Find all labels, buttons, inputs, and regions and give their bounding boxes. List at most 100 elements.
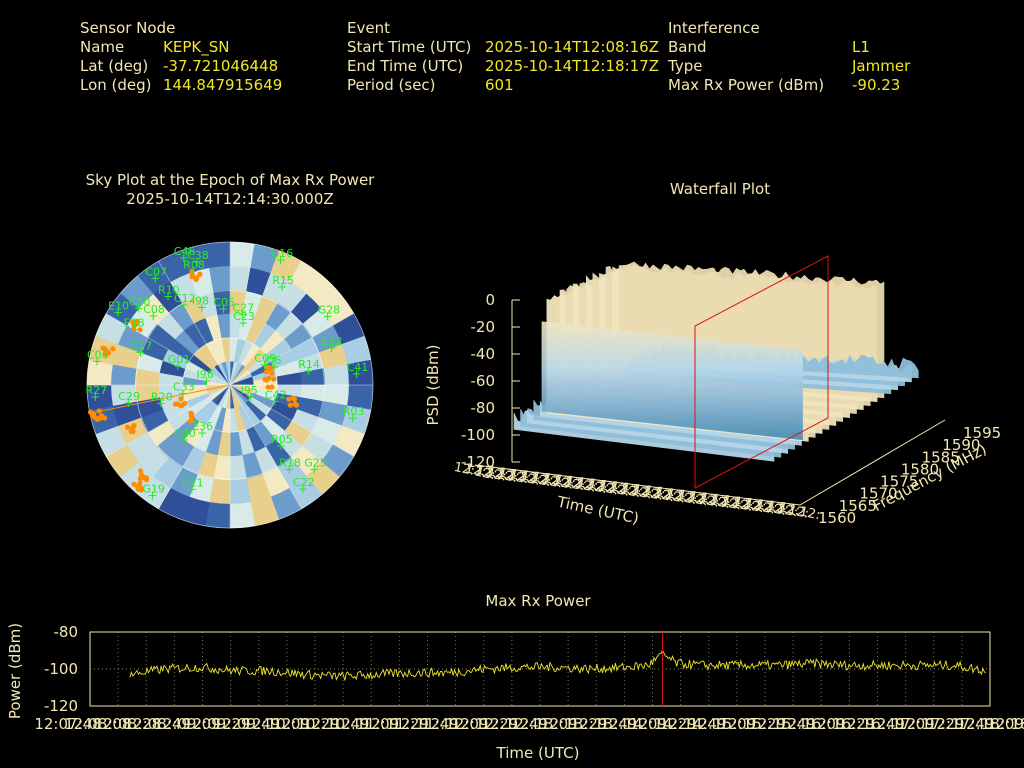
waterfall-z-tick-label: 0 xyxy=(485,291,495,309)
sky-satellite-label: E12 xyxy=(322,335,343,348)
waterfall-freq-tick-label: 1575 xyxy=(880,473,918,491)
sensor-header: Sensor Node xyxy=(80,19,176,37)
sky-satellite-label: C22 xyxy=(293,476,315,489)
rx-x-tick-label: 12:12:29 xyxy=(451,715,518,733)
sky-orange-point xyxy=(92,415,99,421)
rx-x-tick-label: 12:09:09 xyxy=(153,715,220,733)
sky-satellite-label: C27 xyxy=(232,302,254,315)
waterfall-freq-tick-label: 1590 xyxy=(942,436,980,454)
waterfall-z-tick-label: -20 xyxy=(471,318,496,336)
waterfall-z-tick-label: -100 xyxy=(461,426,495,444)
waterfall-z-tick-label: -120 xyxy=(461,453,495,471)
sky-satellite-label: C23 xyxy=(233,310,255,323)
sky-satellite-label: C38 xyxy=(187,249,209,262)
sky-orange-point xyxy=(269,384,275,390)
event-start-value: 2025-10-14T12:08:16Z xyxy=(485,38,659,56)
sky-satellite-marker: + xyxy=(276,253,286,267)
sky-direction-line xyxy=(91,384,231,414)
sky-satellite-marker: + xyxy=(323,310,333,324)
sky-orange-point xyxy=(194,275,200,281)
rx-y-label: Power (dBm) xyxy=(6,623,24,719)
rx-x-tick-label: 12:18:20 xyxy=(986,715,1024,733)
sky-satellite-marker: + xyxy=(187,483,197,497)
rx-x-tick-label: 12:13:49 xyxy=(570,715,637,733)
sky-orange-point xyxy=(269,370,275,376)
sky-satellite-marker: + xyxy=(113,305,123,319)
sky-satellite-marker: + xyxy=(129,322,139,336)
rx-x-tick-label: 12:17:09 xyxy=(867,715,934,733)
event-end-value: 2025-10-14T12:18:17Z xyxy=(485,57,659,75)
sky-orange-point xyxy=(124,424,131,430)
sensor-name-value: KEPK_SN xyxy=(163,38,230,56)
sky-satellite-marker: + xyxy=(90,390,100,404)
sky-satellite-marker: + xyxy=(352,367,362,381)
sky-satellite-label: G19 xyxy=(143,483,166,496)
sky-satellite-marker: + xyxy=(148,489,158,503)
rx-x-tick-label: 12:18:09 xyxy=(957,715,1024,733)
rx-power-plot: -80 -100 -12012:07:4812:08:0812:08:2812:08… xyxy=(6,623,1024,762)
sky-orange-point xyxy=(264,377,270,383)
rx-x-tick-label: 12:16:29 xyxy=(808,715,875,733)
sky-satellite-marker: + xyxy=(270,394,280,408)
sky-orange-point xyxy=(174,401,180,407)
sky-cell xyxy=(229,502,256,529)
rx-x-tick-label: 12:13:09 xyxy=(510,715,577,733)
sky-satellite-marker: + xyxy=(237,308,247,322)
rx-x-tick-label: 12:08:49 xyxy=(124,715,191,733)
sky-satellite-marker: + xyxy=(246,390,256,404)
sky-satellite-label: C17 xyxy=(130,339,152,352)
rx-x-tick-label: 12:08:28 xyxy=(94,715,161,733)
sky-satellite-marker: + xyxy=(259,358,269,372)
rx-x-label: Time (UTC) xyxy=(496,744,580,762)
sensor-name-label: Name xyxy=(80,38,125,56)
event-start-label: Start Time (UTC) xyxy=(347,38,472,56)
rx-x-tick-label: 12:11:09 xyxy=(332,715,399,733)
rx-x-tick-label: 12:16:09 xyxy=(778,715,845,733)
sky-orange-point xyxy=(110,346,116,352)
rx-x-tick-label: 12:09:49 xyxy=(213,715,280,733)
rx-x-tick-label: 12:12:49 xyxy=(481,715,548,733)
sky-orange-point xyxy=(271,376,277,382)
interference-header: Interference xyxy=(668,19,760,37)
sky-orange-point xyxy=(265,384,271,390)
sky-orange-point xyxy=(130,428,136,435)
sky-satellite-label: R18 xyxy=(279,457,301,470)
interference-band-label: Band xyxy=(668,38,707,56)
sky-satellite-marker: + xyxy=(201,374,211,388)
sky-satellite-label: R21 xyxy=(182,477,204,490)
sky-satellite-marker: + xyxy=(135,345,145,359)
waterfall-freq-tick-label: 1595 xyxy=(963,424,1001,442)
sky-satellite-label: I95 xyxy=(241,384,258,397)
rx-x-tick-label: 12:14:09 xyxy=(600,715,667,733)
sky-satellite-label: E18 xyxy=(124,316,145,329)
sky-satellite-marker: + xyxy=(163,289,173,303)
rx-y-tick-label: -100 xyxy=(44,660,78,678)
rx-x-tick-label: 12:13:29 xyxy=(540,715,607,733)
sky-satellite-label: R10 xyxy=(158,283,180,296)
sensor-lat-value: -37.721046448 xyxy=(163,57,279,75)
sky-orange-point xyxy=(179,402,185,408)
sky-satellite-marker: + xyxy=(156,397,166,411)
sky-satellite-label: C42 xyxy=(265,388,287,401)
sky-satellite-label: G16 xyxy=(271,247,294,260)
rx-x-tick-label: 12:10:49 xyxy=(302,715,369,733)
sky-orange-point xyxy=(189,271,196,278)
sky-satellite-marker: + xyxy=(284,463,294,477)
sky-orange-point xyxy=(100,345,106,351)
sky-satellite-marker: + xyxy=(238,316,248,330)
sky-satellite-marker: + xyxy=(150,271,160,285)
sky-satellite-label: I96 xyxy=(197,368,214,381)
sky-orange-point xyxy=(291,396,298,402)
waterfall-freq-tick-label: 1570 xyxy=(859,485,897,503)
sky-orange-point xyxy=(131,323,137,329)
event-header: Event xyxy=(347,19,390,37)
waterfall-freq-tick-label: 1565 xyxy=(839,497,877,515)
sky-satellite-label: R27 xyxy=(85,384,107,397)
sky-satellite-marker: + xyxy=(134,301,144,315)
waterfall-z-label: PSD (dBm) xyxy=(424,344,442,425)
sky-satellite-label: R20 xyxy=(151,391,173,404)
sky-satellite-marker: + xyxy=(178,386,188,400)
sky-satellite-label: C10 xyxy=(129,295,151,308)
sky-satellite-label: C33 xyxy=(173,380,195,393)
